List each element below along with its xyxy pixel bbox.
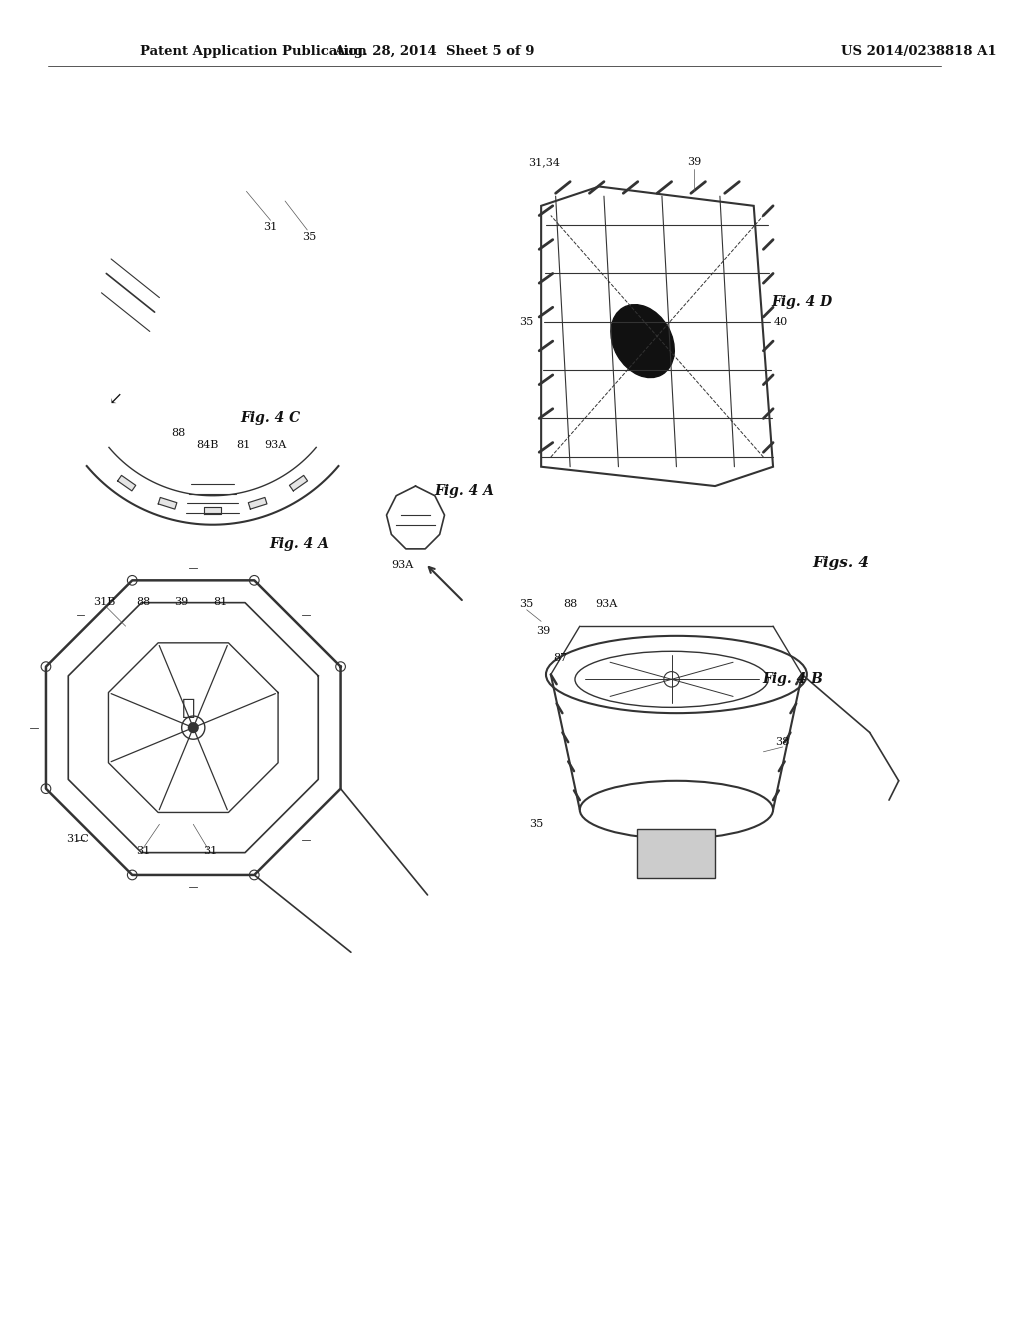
Text: 40: 40 — [774, 317, 787, 327]
Text: 81: 81 — [237, 441, 251, 450]
Text: ✓: ✓ — [181, 697, 196, 719]
Text: 39: 39 — [536, 626, 550, 636]
Text: 81: 81 — [213, 597, 227, 607]
Text: 93A: 93A — [264, 441, 287, 450]
Text: 35: 35 — [529, 820, 544, 829]
Text: 38: 38 — [775, 737, 790, 747]
Text: 31B: 31B — [93, 597, 116, 607]
Text: 31: 31 — [263, 222, 278, 232]
Text: 31: 31 — [204, 846, 218, 857]
Text: Aug. 28, 2014  Sheet 5 of 9: Aug. 28, 2014 Sheet 5 of 9 — [335, 45, 536, 58]
Text: ↙: ↙ — [109, 391, 123, 408]
Text: 35: 35 — [302, 232, 316, 242]
Text: Fig. 4 A: Fig. 4 A — [434, 484, 494, 498]
Text: 87: 87 — [553, 653, 567, 663]
Text: Fig. 4 A: Fig. 4 A — [269, 537, 330, 550]
Text: 35: 35 — [519, 599, 534, 609]
Text: Fig. 4 C: Fig. 4 C — [241, 412, 301, 425]
Text: 35: 35 — [519, 317, 534, 327]
Text: 31: 31 — [136, 846, 151, 857]
Polygon shape — [118, 475, 136, 491]
Text: Figs. 4: Figs. 4 — [812, 556, 869, 570]
Text: 84B: 84B — [197, 441, 219, 450]
Circle shape — [188, 723, 198, 733]
Polygon shape — [204, 507, 221, 513]
Polygon shape — [290, 475, 307, 491]
Text: 31C: 31C — [66, 834, 89, 843]
Polygon shape — [248, 498, 267, 510]
Text: 88: 88 — [136, 597, 151, 607]
Text: 39: 39 — [174, 597, 188, 607]
Text: US 2014/0238818 A1: US 2014/0238818 A1 — [841, 45, 996, 58]
Text: 93A: 93A — [596, 599, 617, 609]
Text: 31,34: 31,34 — [528, 157, 560, 168]
Text: Patent Application Publication: Patent Application Publication — [140, 45, 367, 58]
Text: 93A: 93A — [391, 560, 413, 570]
Ellipse shape — [611, 305, 674, 378]
Text: 88: 88 — [172, 428, 186, 438]
Text: Fig. 4 D: Fig. 4 D — [771, 296, 833, 309]
Text: 88: 88 — [563, 599, 578, 609]
Text: Fig. 4 B: Fig. 4 B — [762, 672, 823, 686]
Text: 39: 39 — [687, 157, 701, 168]
FancyBboxPatch shape — [638, 829, 716, 878]
Polygon shape — [159, 498, 177, 510]
